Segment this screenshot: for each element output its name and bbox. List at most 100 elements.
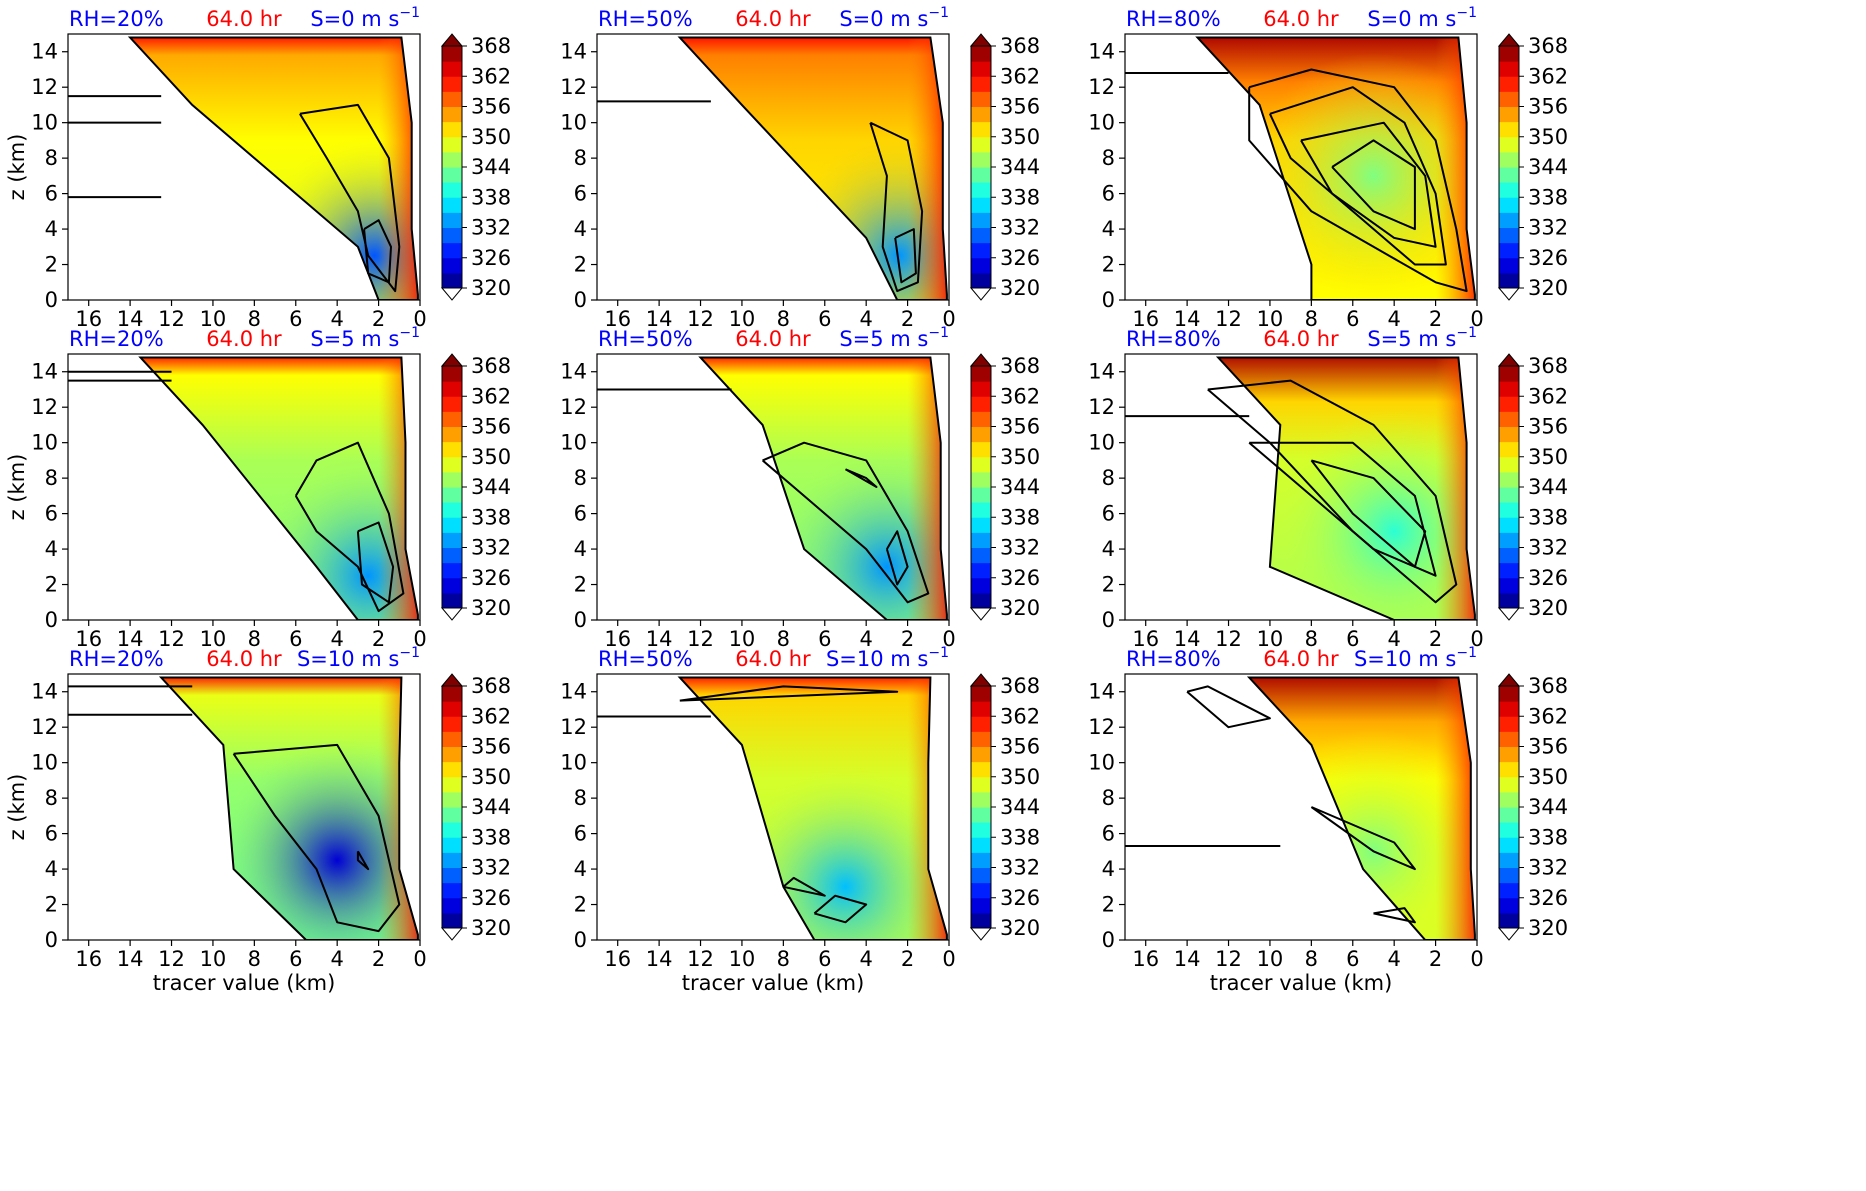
colorbar-tick-label: 350 (1000, 125, 1040, 149)
colorbar-tick-label: 332 (1528, 536, 1568, 560)
shear-label: S=0 m s−1 (839, 5, 949, 31)
colorbar-segment (442, 882, 462, 899)
colorbar-tick-label: 338 (1000, 185, 1040, 209)
x-tick-label: 2 (372, 947, 385, 971)
colorbar-segment (971, 46, 991, 62)
contour-line (1331, 139, 1416, 231)
x-tick-label: 2 (1429, 307, 1442, 331)
x-tick-label: 16 (604, 627, 631, 651)
colorbar-segment (1499, 716, 1519, 732)
outer-contour (1195, 36, 1476, 300)
colorbar-tick-label: 356 (1528, 415, 1568, 439)
colorbar-segment (971, 76, 991, 92)
y-tick-label: 2 (574, 893, 587, 917)
x-tick-label: 2 (1429, 947, 1442, 971)
x-tick-label: 14 (117, 627, 144, 651)
colorbar-segment (442, 577, 462, 594)
x-tick-label: 14 (117, 947, 144, 971)
y-tick-label: 4 (574, 857, 587, 881)
x-tick-label: 10 (1257, 947, 1284, 971)
colorbar-segment (1499, 867, 1519, 884)
colorbar-extend-max (440, 673, 464, 687)
colorbar-tick-label: 344 (1000, 155, 1040, 179)
colorbar-tick-label: 338 (1528, 185, 1568, 209)
shear-label: S=0 m s−1 (310, 5, 420, 31)
x-tick-label: 6 (289, 947, 302, 971)
colorbar-segment (971, 212, 991, 228)
time-label: 64.0 hr (206, 647, 282, 671)
warm-edge (140, 357, 418, 620)
colorbar-segment (971, 686, 991, 702)
colorbar-segment (442, 807, 462, 823)
colorbar-segment (1499, 517, 1519, 533)
axes-frame (596, 33, 950, 301)
colorbar-segment (442, 76, 462, 92)
outer-contour (127, 36, 419, 300)
colorbar-segment (442, 121, 462, 138)
x-tick-label: 12 (687, 307, 714, 331)
colorbar-segment (442, 686, 462, 702)
colorbar-segment (442, 182, 462, 198)
colorbar-segment (971, 716, 991, 732)
y-tick-label: 6 (574, 182, 587, 206)
colorbar-tick-label: 362 (1000, 384, 1040, 408)
colorbar-tick-label: 356 (1528, 735, 1568, 759)
y-tick-label: 2 (45, 253, 58, 277)
colorbar-segment (442, 716, 462, 732)
x-tick-label: 0 (413, 627, 426, 651)
colorbar-segment (442, 912, 462, 929)
colorbar-segment (1499, 61, 1519, 77)
colorbar: 320 326 332 338 344 350 356 362 368 (969, 33, 1040, 301)
colorbar-segment (971, 776, 991, 793)
time-label: 64.0 hr (735, 327, 811, 351)
contour-line (1268, 86, 1447, 266)
colorbar-extend-min (969, 927, 993, 941)
time-label: 64.0 hr (206, 7, 282, 31)
colorbar-segment (1499, 852, 1519, 868)
colorbar-segment (971, 106, 991, 123)
colorbar-segment (1499, 577, 1519, 594)
y-tick-label: 14 (560, 40, 587, 64)
colorbar-segment (1499, 182, 1519, 198)
colorbar-segment (1499, 366, 1519, 382)
colorbar-segment (971, 366, 991, 382)
x-tick-label: 16 (604, 947, 631, 971)
y-tick-label: 0 (1102, 288, 1115, 312)
x-tick-label: 14 (117, 307, 144, 331)
contour-line (813, 894, 868, 924)
colorbar-tick-label: 356 (1000, 95, 1040, 119)
y-tick-label: 8 (574, 146, 587, 170)
x-tick-label: 14 (646, 307, 673, 331)
colorbar-segment (1499, 121, 1519, 138)
x-tick-label: 4 (859, 307, 872, 331)
colorbar-segment (1499, 411, 1519, 427)
y-tick-label: 12 (560, 75, 587, 99)
y-tick-label: 14 (31, 680, 58, 704)
x-tick-label: 0 (942, 307, 955, 331)
y-tick-label: 4 (45, 217, 58, 241)
colorbar-segment (442, 227, 462, 244)
colorbar-segment (442, 837, 462, 853)
x-tick-label: 6 (289, 627, 302, 651)
colorbar-segment (1499, 167, 1519, 183)
y-tick-label: 0 (574, 928, 587, 952)
colorbar-segment (1499, 807, 1519, 823)
x-tick-label: 16 (75, 947, 102, 971)
y-tick-label: 14 (560, 680, 587, 704)
contour-line (356, 850, 370, 871)
contour-line (299, 103, 401, 293)
panel-8: 16 14 12 10 8 6 4 2 0 0 2 4 6 8 10 12 14 RH=50% 64.0 hr S=1… (560, 645, 1040, 995)
y-tick-label: 8 (1102, 466, 1115, 490)
warm-edge (1218, 357, 1475, 620)
colorbar-tick-label: 344 (471, 155, 511, 179)
x-tick-label: 4 (330, 947, 343, 971)
y-tick-label: 10 (560, 751, 587, 775)
x-tick-label: 14 (1174, 627, 1201, 651)
colorbar-extend-max (440, 353, 464, 367)
colorbar-segment (971, 411, 991, 427)
y-tick-label: 6 (45, 182, 58, 206)
colorbar-tick-label: 320 (471, 596, 511, 620)
y-tick-label: 0 (1102, 608, 1115, 632)
x-tick-label: 12 (158, 307, 185, 331)
colorbar-segment (971, 396, 991, 412)
